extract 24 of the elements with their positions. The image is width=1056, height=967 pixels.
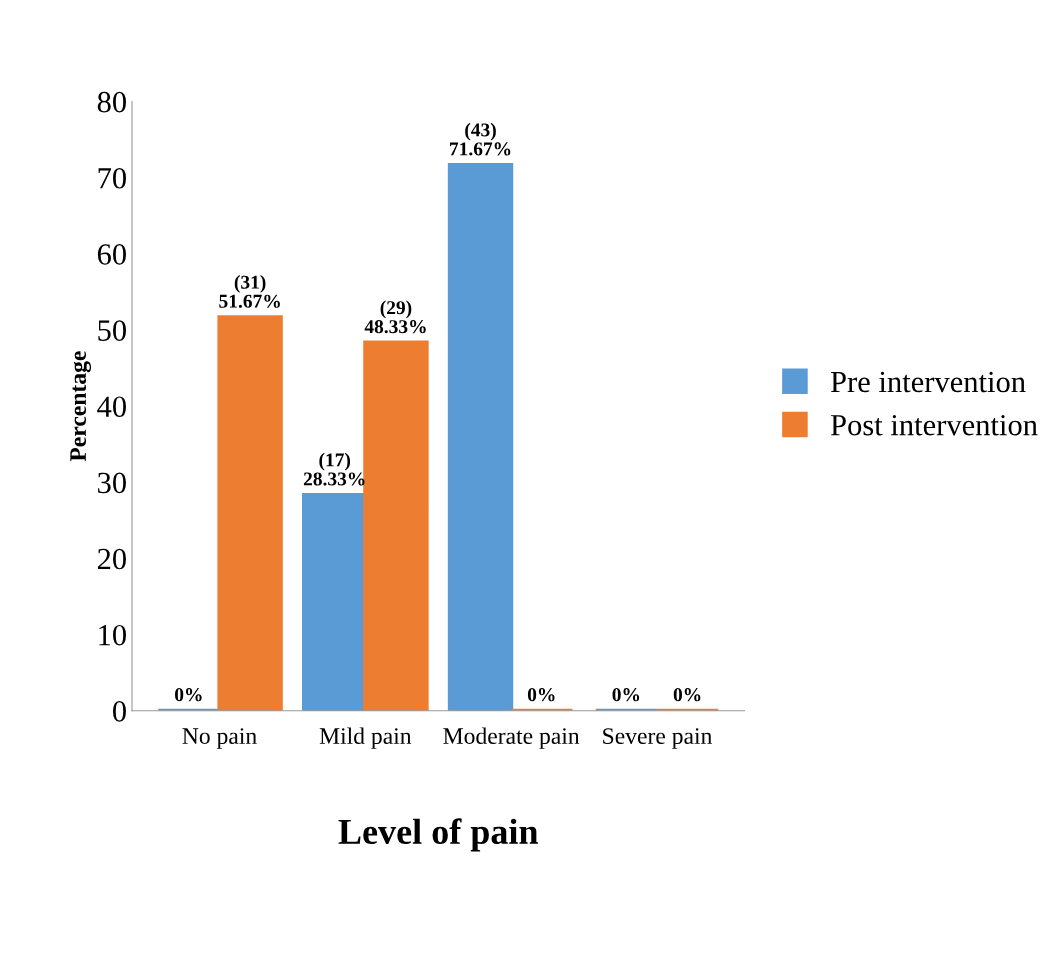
y-axis-title: Percentage	[70, 351, 92, 462]
y-tick-label: 20	[97, 548, 126, 570]
data-label: (29) 48.33%	[364, 300, 426, 334]
x-tick-label: Moderate pain	[443, 727, 580, 749]
x-tick-label: Severe pain	[603, 728, 713, 749]
data-label: 0%	[175, 688, 202, 702]
data-label: (43) 71.67%	[450, 122, 511, 156]
x-axis-title: Level of pain	[338, 818, 539, 852]
x-tick-label: Mild pain	[319, 727, 412, 749]
y-tick-label: 70	[98, 167, 126, 189]
y-tick-label: 30	[98, 472, 126, 494]
data-label: 0%	[527, 688, 555, 702]
y-tick-label: 60	[97, 244, 126, 265]
legend-label: Pre intervention	[830, 371, 1026, 393]
data-label: 0%	[612, 688, 640, 702]
data-label: 0%	[673, 688, 701, 702]
y-tick-label: 0	[113, 701, 126, 722]
y-tick-label: 10	[99, 624, 126, 646]
y-tick-label: 80	[97, 91, 126, 113]
legend-label: Post intervention	[830, 414, 1038, 436]
y-tick-label: 40	[97, 396, 126, 418]
x-tick-label: No pain	[182, 728, 257, 749]
y-tick-label: 50	[98, 320, 126, 341]
data-label: (31) 51.67%	[219, 275, 280, 308]
